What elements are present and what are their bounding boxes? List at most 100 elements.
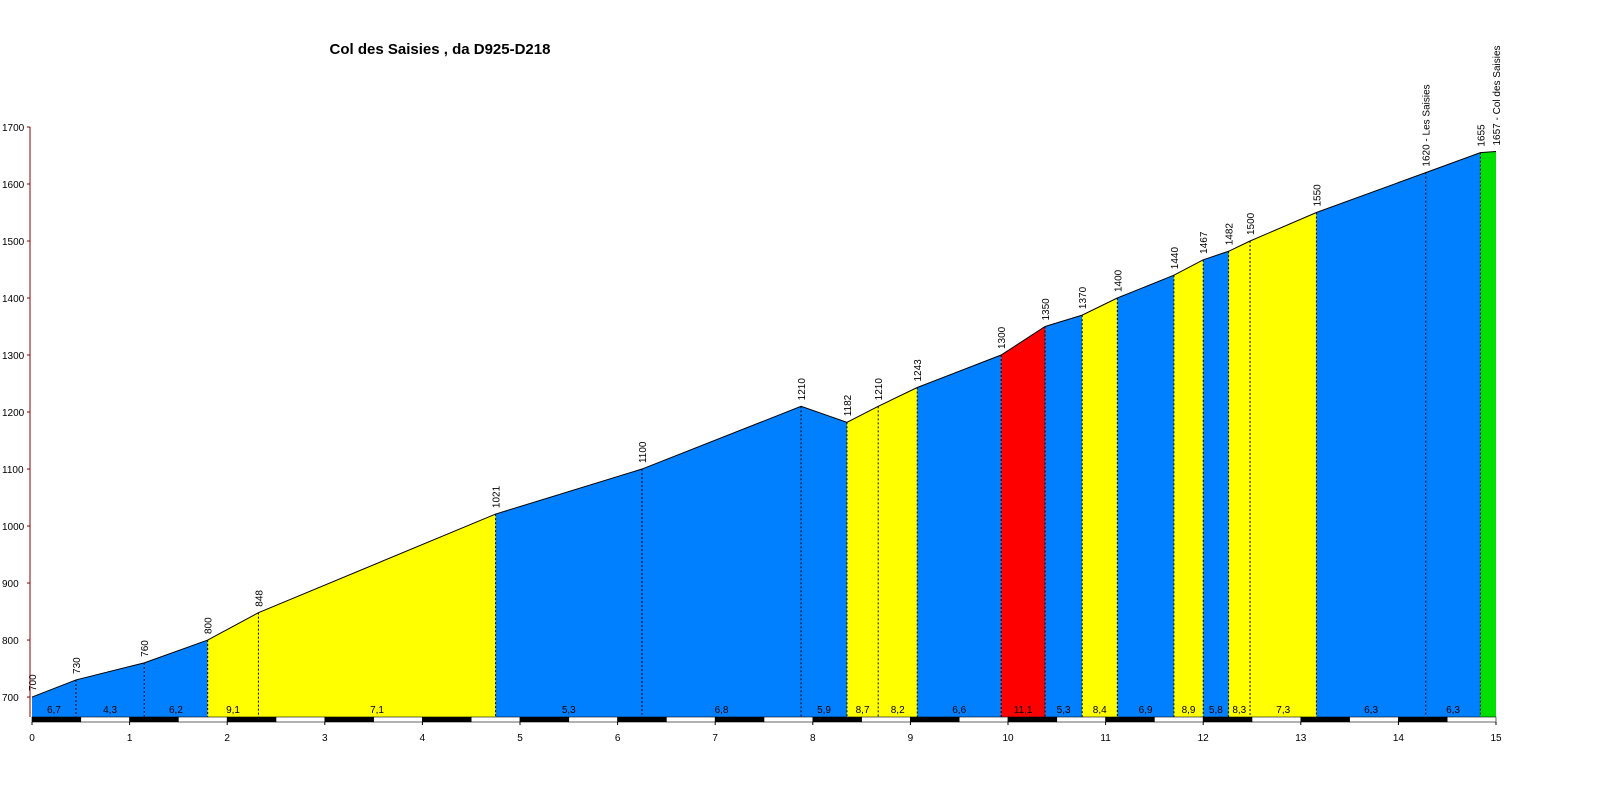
elevation-label: 1370 [1078,286,1089,309]
elevation-label: 1500 [1246,212,1257,235]
elevation-label: 1182 [843,394,854,416]
distance-bar-block [1301,717,1350,722]
gradient-label: 7,3 [1276,705,1290,716]
profile-segment [1316,173,1425,717]
gradient-label: 6,6 [952,705,966,716]
x-axis: 0 1 2 3 4 5 6 7 8 9 10 11 12 13 14 15 [29,717,1502,744]
elevation-label: 1300 [997,326,1008,349]
elevation-label: 730 [72,657,83,674]
distance-bar-block [374,717,423,722]
gradient-label: 7,1 [370,705,384,716]
elevation-label: 1350 [1041,298,1052,321]
distance-bar-block [618,717,667,722]
profile-segment [1229,241,1250,717]
y-tick-label: 1400 [2,294,25,305]
profile-segment [208,613,259,717]
distance-bar-block [1350,717,1399,722]
gradient-label: 6,7 [47,705,61,716]
elevation-label: 1620 - Les Saisies [1422,84,1433,166]
x-tick-label: 13 [1295,733,1307,744]
x-tick-label: 1 [127,733,133,744]
distance-bar-block [569,717,618,722]
distance-bar-block [1252,717,1301,722]
gradient-label: 8,4 [1093,705,1107,716]
y-tick-label: 1500 [2,237,25,248]
x-tick-label: 11 [1100,733,1111,744]
elevation-label: 800 [204,617,215,634]
distance-bar-block [1008,717,1057,722]
gradient-label: 6,8 [715,705,729,716]
y-tick-label: 900 [2,579,19,590]
gradient-label: 5,9 [817,705,831,716]
distance-bar-block [32,717,81,722]
y-axis: 700 800 900 1000 1100 1200 1300 1400 1500 1600 170… [2,123,30,717]
distance-bar-block [715,717,764,722]
distance-bar-block [1203,717,1252,722]
elevation-label: 1467 [1199,231,1210,254]
gradient-label: 6,3 [1446,705,1460,716]
distance-bar-block [862,717,911,722]
profile-segment [847,406,878,717]
profile-segments [32,152,1496,717]
profile-segment [496,469,642,717]
x-tick-label: 3 [322,733,328,744]
y-tick-label: 1200 [2,408,25,419]
profile-segment [878,388,917,717]
elevation-label: 1440 [1170,247,1181,270]
elevation-label: 1243 [913,359,924,382]
y-tick-label: 1000 [2,522,25,533]
y-tick-label: 1100 [2,465,24,476]
gradient-label: 8,7 [856,705,870,716]
y-tick-label: 1700 [2,123,25,134]
gradient-label: 8,9 [1182,705,1196,716]
x-tick-label: 7 [712,733,718,744]
profile-segment [1001,327,1045,717]
distance-bar-block [276,717,325,722]
elevation-label: 1210 [874,378,885,401]
gradient-label: 4,3 [103,705,117,716]
gradient-label: 8,3 [1232,705,1246,716]
distance-bar-block [959,717,1008,722]
elevation-label: 1021 [492,485,503,508]
profile-segment [258,514,495,717]
profile-segment [917,355,1001,717]
distance-bar-block [1106,717,1155,722]
distance-bar-block [520,717,569,722]
gradient-label: 6,3 [1364,705,1378,716]
profile-segment [1203,251,1228,717]
distance-bar-block [471,717,520,722]
y-tick-label: 1600 [2,180,25,191]
x-tick-label: 0 [29,733,35,744]
x-tick-label: 2 [224,733,230,744]
distance-bar-block [81,717,130,722]
elevation-label: 1550 [1312,184,1323,207]
x-tick-label: 6 [615,733,621,744]
profile-segment [1174,260,1203,717]
distance-bar-block [325,717,374,722]
x-tick-label: 9 [908,733,914,744]
x-tick-label: 8 [810,733,816,744]
gradient-label: 11,1 [1014,705,1033,716]
elevation-label: 1400 [1113,269,1124,292]
elevation-label: 848 [254,590,265,607]
x-tick-label: 10 [1002,733,1014,744]
distance-bar-block [764,717,813,722]
profile-segment [1117,275,1174,717]
elevation-label: 760 [140,640,151,657]
gradient-label: 5,8 [1209,705,1223,716]
distance-bar-block [227,717,276,722]
elevation-label: 1482 [1225,223,1236,246]
elevation-label: 1655 [1476,124,1487,147]
profile-segment [801,406,847,717]
x-tick-label: 15 [1490,733,1502,744]
distance-bar-block [1398,717,1447,722]
y-tick-label: 1300 [2,351,25,362]
distance-bar-block [813,717,862,722]
profile-segment [1426,153,1481,717]
distance-bar-block [666,717,715,722]
x-tick-label: 4 [420,733,426,744]
distance-bar-block [178,717,227,722]
x-tick-label: 12 [1198,733,1210,744]
profile-segment [1045,315,1082,717]
